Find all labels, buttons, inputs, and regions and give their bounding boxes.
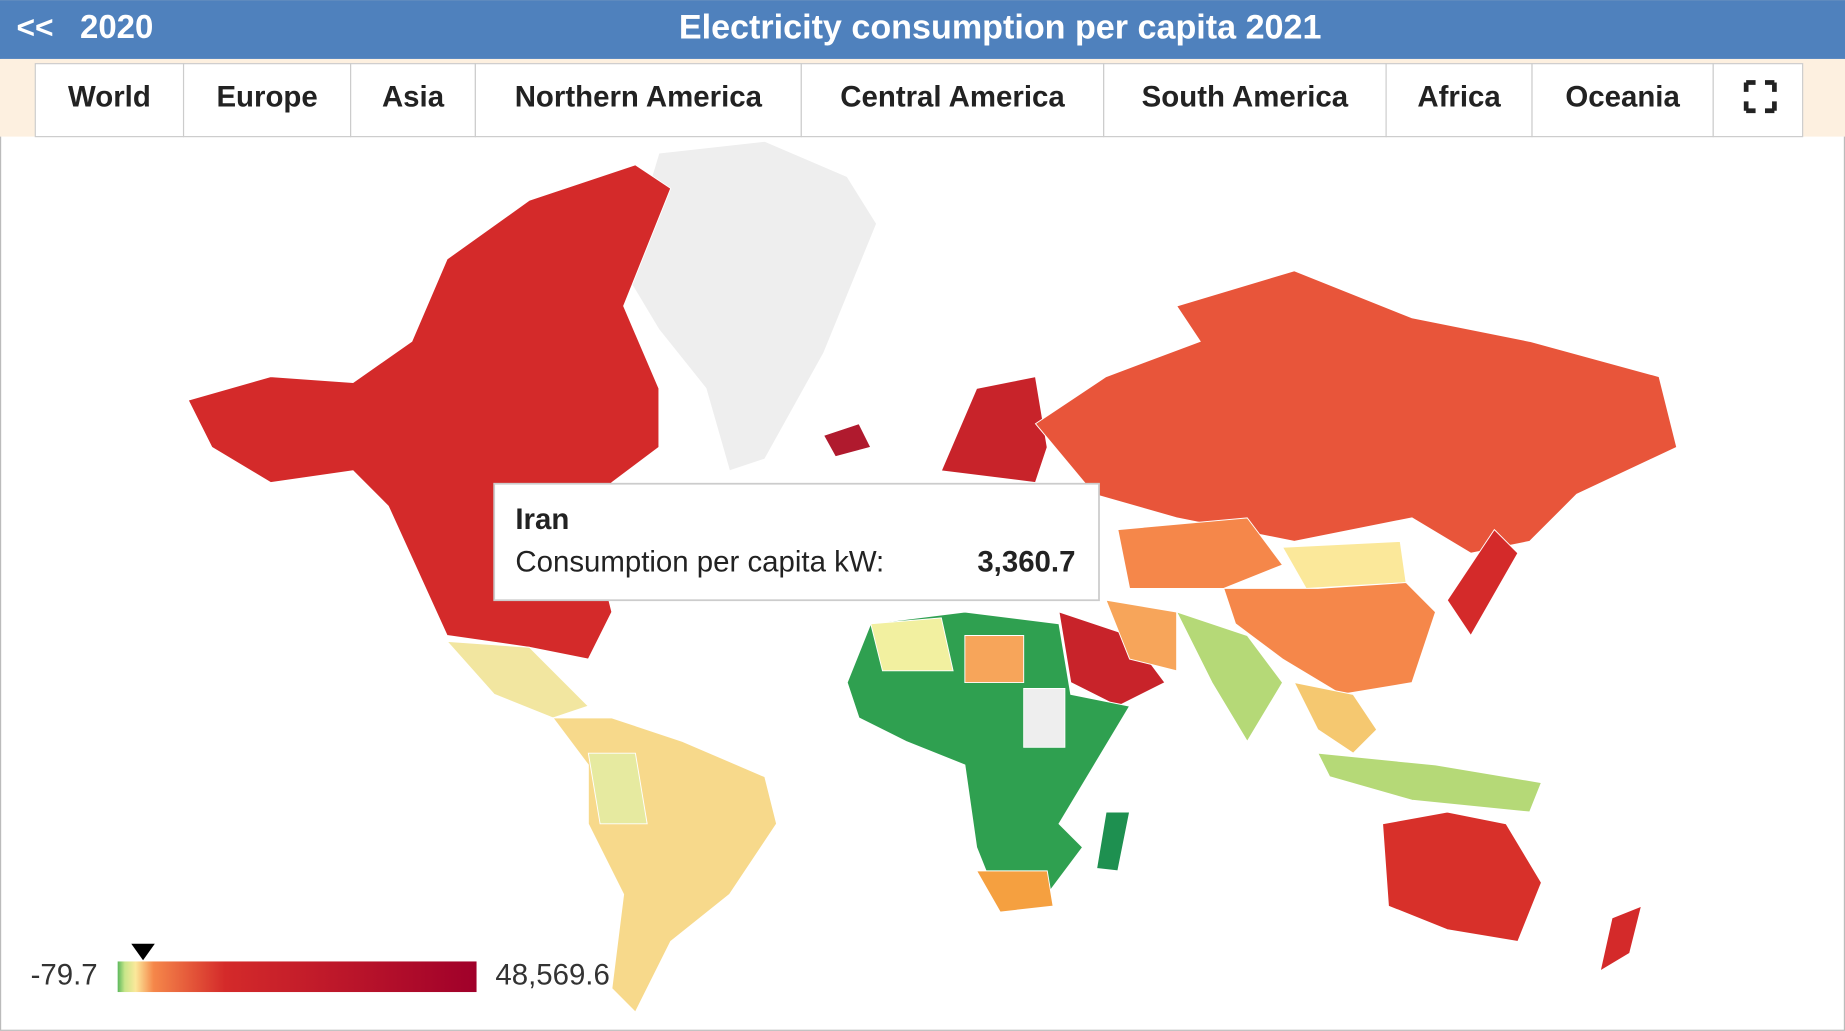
prev-arrow[interactable]: << [16, 9, 53, 45]
tab-label[interactable]: Europe [216, 81, 317, 114]
tooltip: Iran Consumption per capita kW: 3,360.7 [493, 482, 1100, 602]
tab[interactable] [1531, 63, 1714, 138]
fullscreen-button[interactable] [1712, 63, 1804, 138]
prev-year[interactable]: 2020 [80, 8, 153, 45]
tooltip-country: Iran [515, 503, 569, 536]
tooltip-label: Consumption per capita kW: [515, 546, 884, 579]
tab-label[interactable]: Africa [1417, 81, 1501, 114]
tab[interactable] [1385, 63, 1533, 138]
tabs: World Europe Asia Northern America Central A… [34, 63, 1714, 138]
header-bar [0, 0, 1845, 59]
tab-label[interactable]: Oceania [1565, 81, 1680, 114]
tab-label[interactable]: Northern America [515, 81, 763, 114]
header-title: Electricity consumption per capita 2021 [679, 9, 1322, 47]
tab[interactable] [350, 63, 476, 138]
tab-label[interactable]: Central America [840, 81, 1065, 114]
tab-label[interactable]: World [68, 81, 151, 114]
tab[interactable] [1103, 63, 1387, 138]
legend-bar [117, 961, 477, 993]
tab-label[interactable]: Asia [382, 81, 445, 114]
legend-marker [131, 943, 155, 961]
tab[interactable] [474, 63, 802, 138]
legend-max: 48,569.6 [495, 959, 609, 992]
tab[interactable] [800, 63, 1105, 138]
tooltip-value: 3,360.7 [977, 546, 1075, 579]
legend-min: -79.7 [31, 959, 98, 992]
tab-label[interactable]: South America [1142, 81, 1349, 114]
